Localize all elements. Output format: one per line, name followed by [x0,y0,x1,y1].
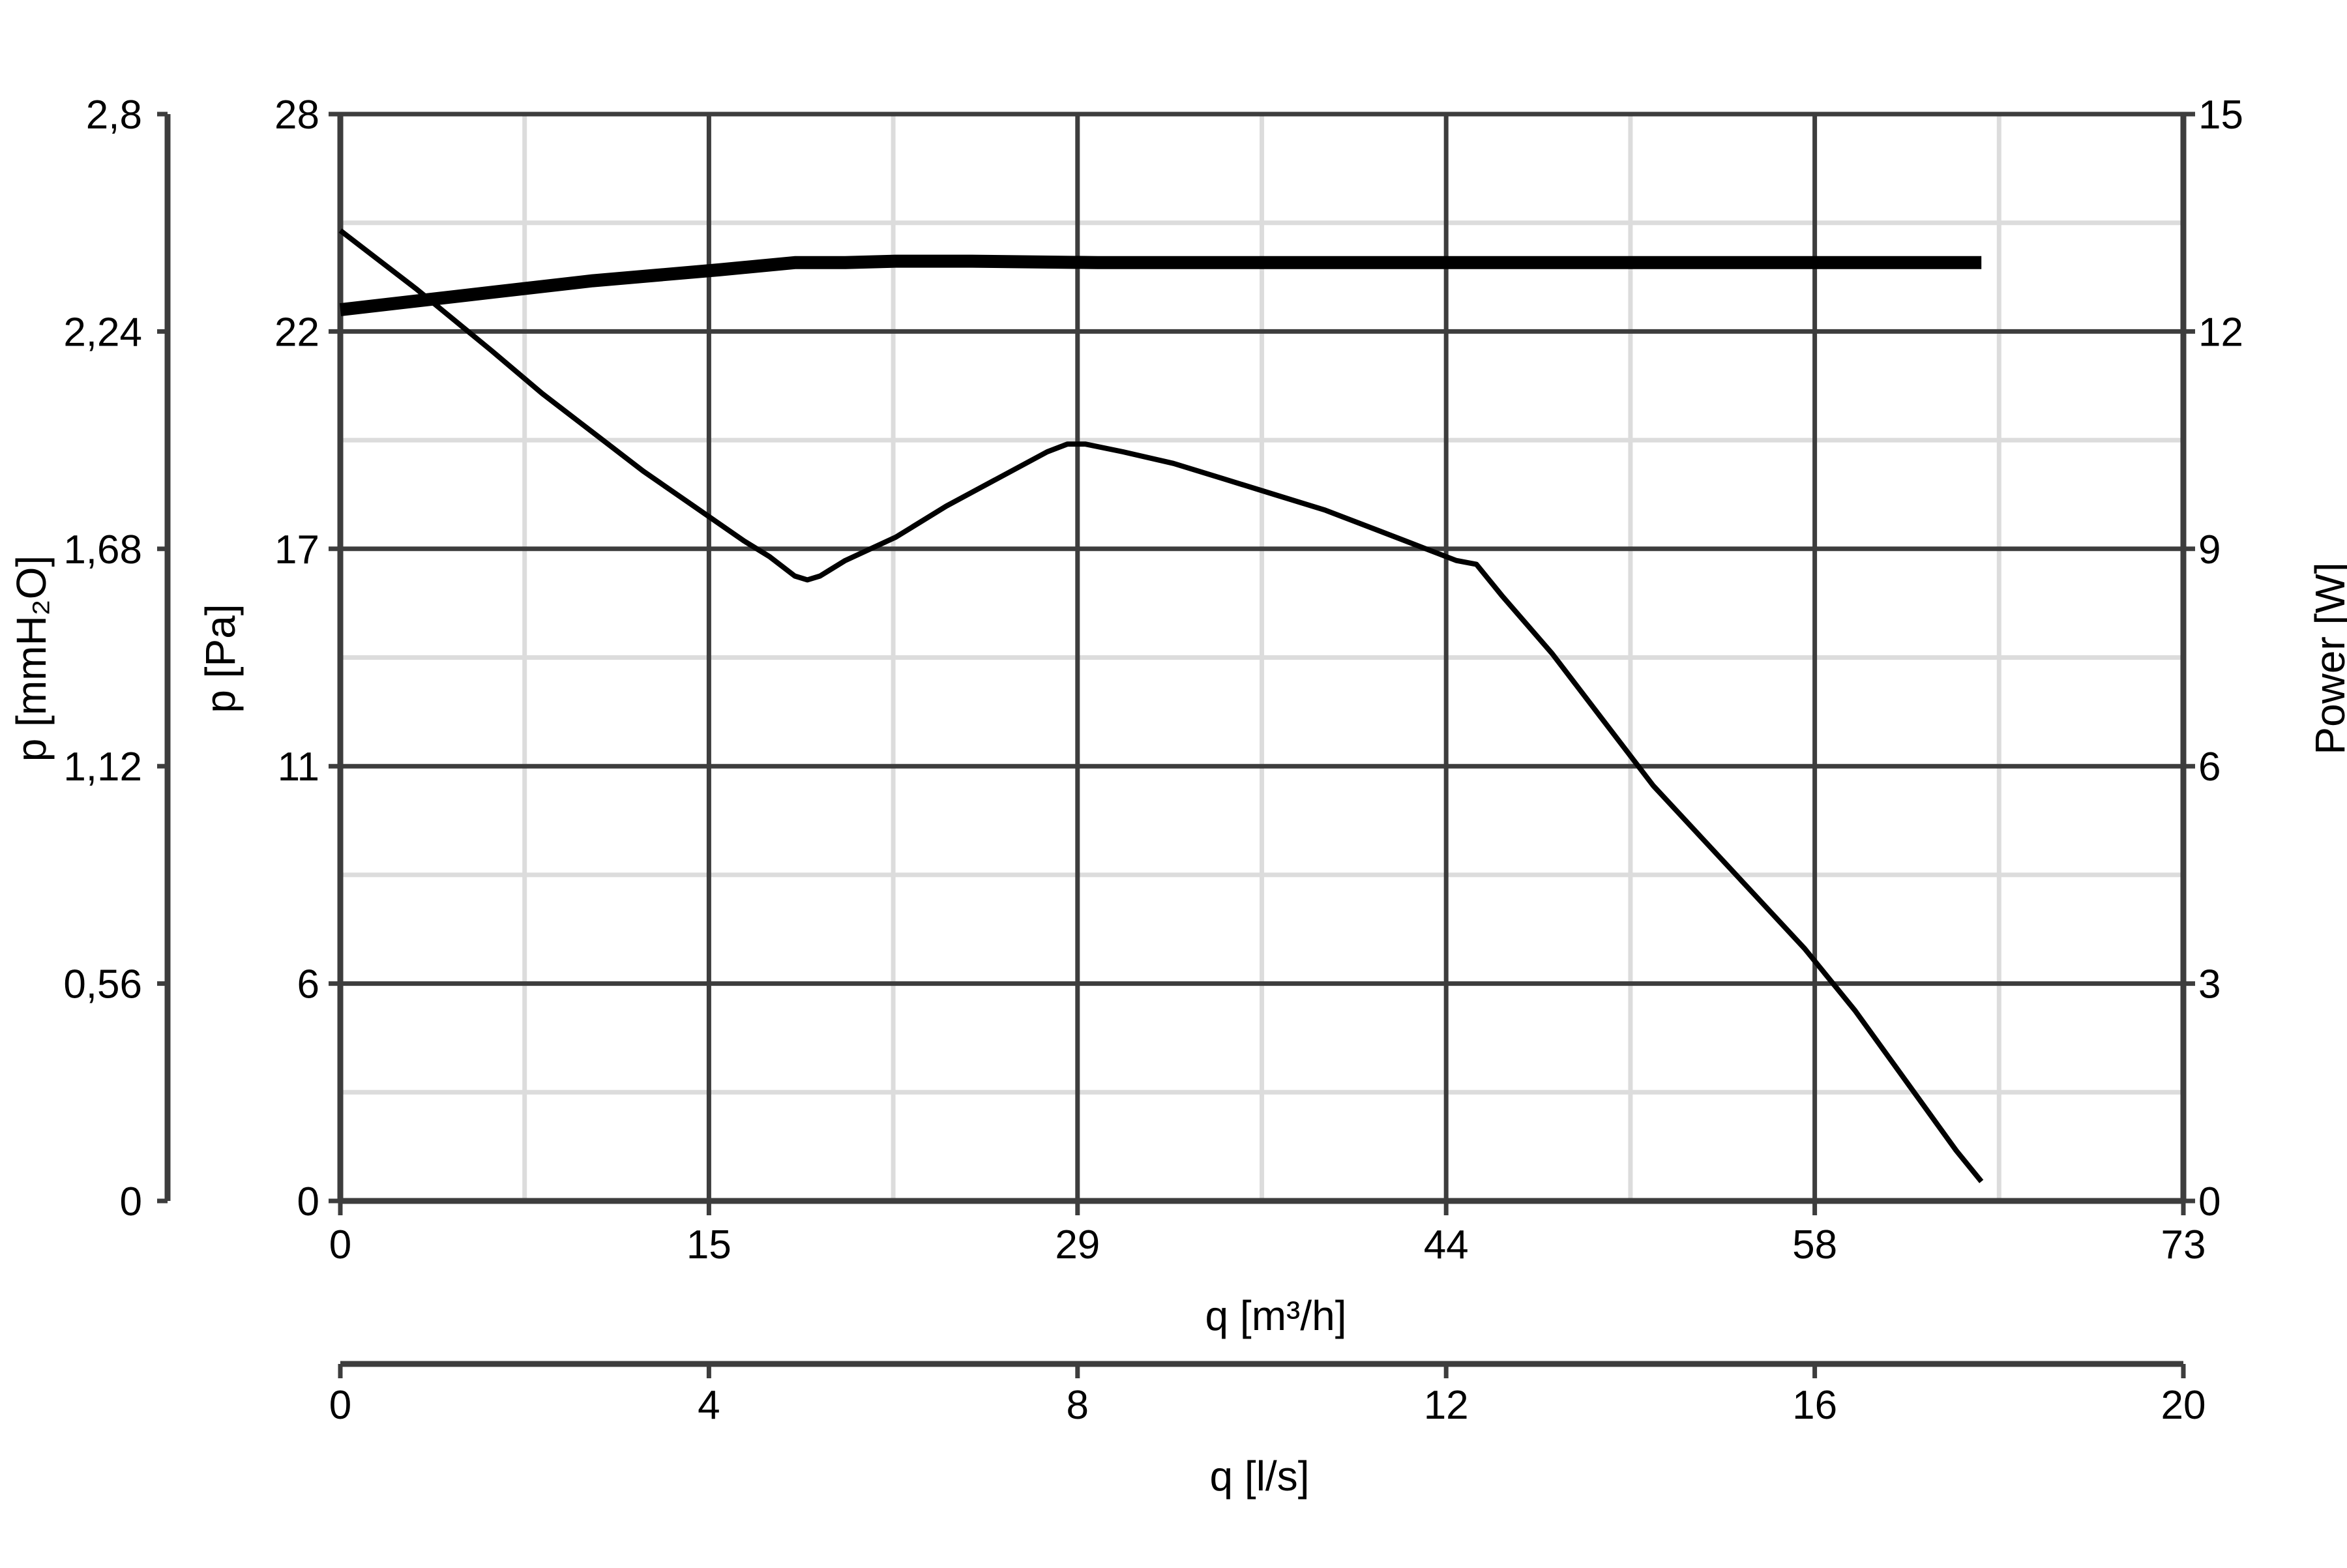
power-curve-line [339,254,1982,317]
minor-gridlines [340,114,2183,1201]
y-right-tick-label: 3 [2198,962,2221,1007]
y-left2-tick-label: 0,56 [63,962,142,1007]
y-right-tick-label: 12 [2198,310,2243,355]
y-right-tick-label: 6 [2198,745,2221,790]
series-lines [338,228,1984,1183]
x-tick-label: 0 [329,1222,351,1267]
y-right-tick-label: 9 [2198,527,2221,572]
y-tick-label: 0 [297,1179,319,1224]
y-axis-title: p [Pa] [197,604,244,713]
x-tick-label: 44 [1424,1222,1469,1267]
y-left2-tick-label: 0 [120,1179,142,1224]
y-tick-label: 22 [274,310,319,355]
x2-tick-label: 4 [698,1383,720,1428]
y-tick-label: 11 [278,745,319,790]
y-left2-tick-label: 1,68 [63,527,142,572]
x-tick-label: 29 [1055,1222,1100,1267]
y-tick-label: 17 [274,527,319,572]
y-left2-axis-title: p [mmH₂O] [8,555,55,762]
x-tick-label: 15 [686,1222,731,1267]
y-left2-tick-label: 2,24 [63,310,142,355]
y-right-axis-title: Power [W] [2307,562,2347,754]
y-right-tick-label: 15 [2198,93,2243,138]
tick-labels: 0 15 29 44 58 730 4 8 12 16 2006111722280369121500… [63,93,2243,1428]
x2-axis-title: q [l/s] [1210,1453,1310,1500]
pressure-curve-line [338,228,1984,1183]
axes [157,111,2195,1378]
x2-tick-label: 20 [2161,1383,2206,1428]
x2-tick-label: 0 [329,1383,351,1428]
y-tick-label: 28 [274,93,319,138]
y-left2-tick-label: 2,8 [86,93,142,138]
x-tick-label: 58 [1792,1222,1837,1267]
x2-tick-label: 8 [1067,1383,1089,1428]
x-axis-title: q [m³/h] [1205,1292,1347,1339]
x2-tick-label: 16 [1792,1383,1837,1428]
y-right-tick-label: 0 [2198,1179,2221,1224]
x-tick-label: 73 [2161,1222,2206,1267]
x2-tick-label: 12 [1424,1383,1469,1428]
y-tick-label: 6 [297,962,319,1007]
y-left2-tick-label: 1,12 [63,745,142,790]
